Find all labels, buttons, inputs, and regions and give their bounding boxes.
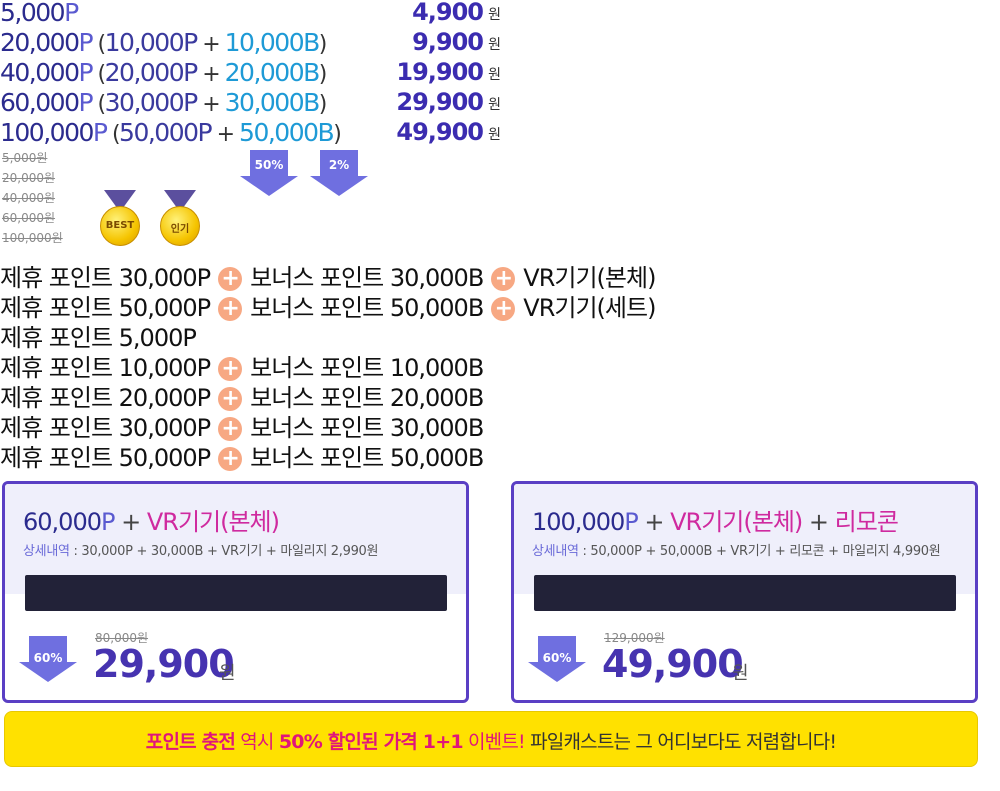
won-unit: 원 [488,7,501,23]
plus-sign: + [202,32,220,57]
plus-circle-icon: + [218,387,243,411]
discount-50-badge: 50% [240,150,298,196]
combo-line: 제휴 포인트 50,000P + 보너스 포인트 50,000B + VR기기(세트) [0,294,656,322]
row-price: 49,900 [396,118,484,146]
down-arrow-icon [240,176,298,196]
original-price: 5,000원 [2,151,48,165]
bonus-points: 20,000B [224,58,321,87]
original-price: 20,000원 [2,171,56,185]
card-price: 29,900 [93,642,235,686]
points-unit: P [64,0,79,27]
card-original-price: 80,000원 [95,631,149,645]
base-points: 50,000P [119,118,213,147]
plus-circle-icon: + [218,447,243,471]
product-card-100000[interactable]: 100,000P + VR기기(본체) + 리모콘 상세내역 : 50,000P… [511,481,978,703]
card-detail: 상세내역 : 30,000P + 30,000B + VR기기 + 마일리지 2… [23,544,379,559]
base-points: 10,000P [104,28,199,57]
product-card-60000[interactable]: 60,000P + VR기기(본체) 상세내역 : 30,000P + 30,0… [2,481,469,703]
won-unit: 원 [488,37,501,53]
card-price: 49,900 [602,642,744,686]
base-points: 30,000P [104,88,199,117]
bonus-points: 30,000B [224,88,321,117]
points-amount: 100,000 [0,118,94,147]
points-unit: P [78,58,93,87]
best-medal-icon: BEST [100,190,140,250]
plus-circle-icon: + [218,267,243,291]
base-points: 20,000P [104,58,199,87]
card-title: 60,000P + VR기기(본체) [23,508,280,536]
row-price: 9,900 [412,28,484,56]
original-price-list: 5,000원 20,000원 40,000원 60,000원 100,000원 [2,148,72,248]
points-amount: 20,000 [0,28,80,57]
row-price: 29,900 [396,88,484,116]
discount-60-badge: 60% [19,636,77,682]
price-row-20000[interactable]: 20,000P (10,000P + 10,000B) 9,900 원 [0,28,501,57]
plus-circle-icon: + [218,357,243,381]
bonus-points: 50,000B [239,118,335,147]
price-row-60000[interactable]: 60,000P (30,000P + 30,000B) 29,900 원 [0,88,501,117]
won-unit: 원 [488,67,501,83]
purchase-button[interactable] [25,575,447,611]
plus-circle-icon: + [218,417,243,441]
row-price: 4,900 [412,0,484,26]
points-amount: 60,000 [0,88,80,117]
original-price: 40,000원 [2,191,56,205]
card-detail: 상세내역 : 50,000P + 50,000B + VR기기 + 리모콘 + … [532,544,941,559]
bonus-points: 10,000B [224,28,321,57]
row-price: 19,900 [396,58,484,86]
price-row-100000[interactable]: 100,000P (50,000P + 50,000B) 49,900 원 [0,118,501,147]
popular-medal-icon: 인기 [160,190,200,250]
combo-line: 제휴 포인트 10,000P + 보너스 포인트 10,000B [0,354,484,382]
combo-line: 제휴 포인트 30,000P + 보너스 포인트 30,000B [0,414,484,442]
card-won: 원 [219,663,236,684]
down-arrow-icon [528,662,586,682]
down-arrow-icon [19,662,77,682]
points-unit: P [92,118,108,147]
card-title: 100,000P + VR기기(본체) + 리모콘 [532,508,899,536]
price-row-40000[interactable]: 40,000P (20,000P + 20,000B) 19,900 원 [0,58,501,87]
points-amount: 5,000 [0,0,66,27]
original-price: 60,000원 [2,211,56,225]
points-unit: P [78,28,93,57]
plus-circle-icon: + [491,267,516,291]
points-unit: P [78,88,93,117]
event-banner[interactable]: 포인트 충전 역시 50% 할인된 가격 1+1 이벤트! 파일캐스트는 그 어… [4,711,978,767]
points-amount: 40,000 [0,58,80,87]
plus-sign: + [216,122,235,147]
plus-circle-icon: + [491,297,516,321]
plus-circle-icon: + [218,297,243,321]
price-row-5000[interactable]: 5,000P 4,900 원 [0,0,505,30]
won-unit: 원 [488,97,501,113]
plus-sign: + [202,62,220,87]
purchase-button[interactable] [534,575,956,611]
card-original-price: 129,000원 [604,631,665,645]
combo-line: 제휴 포인트 50,000P + 보너스 포인트 50,000B [0,444,484,472]
combo-line: 제휴 포인트 30,000P + 보너스 포인트 30,000B + VR기기(본체) [0,264,656,292]
discount-2-badge: 2% [310,150,368,196]
won-unit: 원 [488,127,501,143]
original-price: 100,000원 [2,231,63,245]
plus-sign: + [202,92,220,117]
discount-60-badge: 60% [528,636,586,682]
combo-line: 제휴 포인트 5,000P [0,324,197,352]
down-arrow-icon [310,176,368,196]
combo-line: 제휴 포인트 20,000P + 보너스 포인트 20,000B [0,384,484,412]
card-won: 원 [732,663,749,684]
